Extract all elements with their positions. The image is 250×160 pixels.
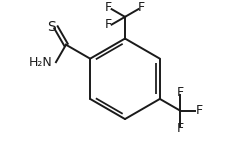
Text: F: F — [195, 104, 202, 117]
Text: F: F — [105, 18, 112, 31]
Text: S: S — [47, 20, 56, 34]
Text: H₂N: H₂N — [28, 56, 52, 69]
Text: F: F — [177, 122, 184, 135]
Text: F: F — [138, 1, 145, 14]
Text: F: F — [105, 1, 112, 14]
Text: F: F — [177, 86, 184, 99]
